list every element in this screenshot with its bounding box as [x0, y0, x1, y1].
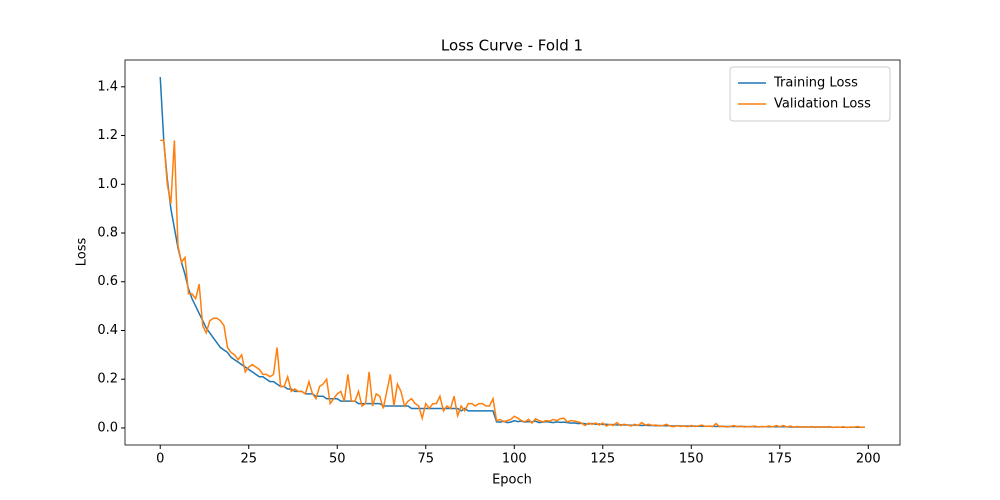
legend-label: Training Loss — [773, 76, 858, 91]
legend-box — [729, 66, 891, 122]
x-tick-label: 200 — [856, 452, 881, 467]
y-tick-label: 0.0 — [97, 420, 118, 435]
x-tick-label: 150 — [679, 452, 704, 467]
y-tick-label: 0.4 — [97, 323, 118, 338]
y-tick-label: 1.4 — [97, 79, 118, 94]
y-tick-label: 0.2 — [97, 372, 118, 387]
x-tick-label: 0 — [156, 452, 164, 467]
x-tick-label: 50 — [329, 452, 346, 467]
y-tick-label: 1.2 — [97, 128, 118, 143]
x-tick-label: 175 — [767, 452, 792, 467]
x-tick-label: 25 — [240, 452, 257, 467]
axes-frame — [124, 59, 901, 446]
y-tick-label: 0.8 — [97, 226, 118, 241]
y-axis-label: Loss — [75, 238, 90, 267]
legend-label: Validation Loss — [774, 97, 871, 112]
y-tick-label: 1.0 — [97, 177, 118, 192]
chart-title: Loss Curve - Fold 1 — [441, 37, 583, 55]
x-axis-label: Epoch — [492, 473, 532, 488]
line-series — [160, 139, 865, 429]
x-tick-label: 75 — [417, 452, 434, 467]
x-tick-label: 100 — [502, 452, 527, 467]
x-tick-label: 125 — [590, 452, 615, 467]
y-tick-label: 0.6 — [97, 274, 118, 289]
